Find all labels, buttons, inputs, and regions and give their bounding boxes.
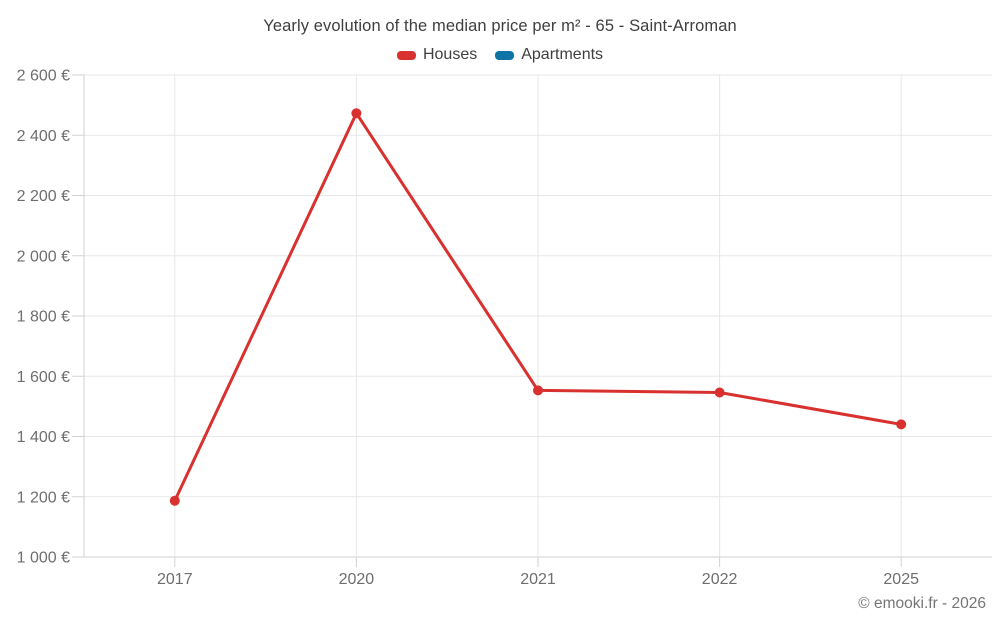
y-axis-tick-label: 2 000 € — [17, 248, 70, 265]
y-axis-tick-label: 1 200 € — [17, 489, 70, 506]
y-axis-tick-label: 2 600 € — [17, 68, 70, 85]
data-point-houses[interactable] — [714, 387, 725, 398]
legend-label-apartments: Apartments — [521, 46, 604, 63]
x-axis-tick-label: 2017 — [157, 571, 193, 588]
houses-series-swatch-icon — [396, 50, 416, 60]
y-axis-tick-label: 1 400 € — [17, 429, 70, 446]
data-point-houses[interactable] — [533, 385, 543, 396]
y-axis-tick-label: 1 000 € — [17, 550, 70, 567]
y-axis-tick-label: 2 200 € — [17, 188, 70, 205]
data-point-houses[interactable] — [351, 108, 362, 119]
data-point-houses[interactable] — [169, 495, 180, 506]
data-point-houses[interactable] — [896, 419, 907, 430]
legend-item-houses[interactable]: Houses — [396, 46, 478, 64]
x-axis-tick-label: 2021 — [520, 571, 556, 588]
chart-title: Yearly evolution of the median price per… — [263, 17, 737, 35]
copyright-credit[interactable]: © emooki.fr - 2026 — [858, 595, 986, 612]
y-axis-tick-label: 1 800 € — [17, 309, 70, 326]
y-axis-tick-label: 2 400 € — [17, 128, 70, 145]
y-axis-tick-label: 1 600 € — [17, 369, 70, 386]
legend-item-apartments[interactable]: Apartments — [495, 46, 603, 64]
apartments-series-swatch-icon — [495, 50, 515, 60]
legend: Houses Apartments — [0, 46, 1000, 64]
x-axis-tick-label: 2025 — [883, 571, 919, 588]
x-axis-tick-label: 2022 — [702, 571, 738, 588]
legend-label-houses: Houses — [422, 46, 478, 63]
x-axis-tick-label: 2020 — [339, 571, 375, 588]
